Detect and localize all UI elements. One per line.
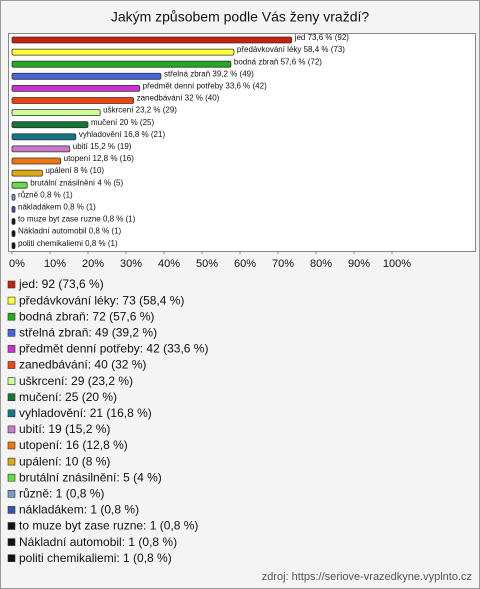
x-tick-label: 50% [196, 258, 218, 270]
bar-label: vyhladovění 16,8 % (21) [79, 130, 166, 139]
bar-label: utopení 12,8 % (16) [64, 154, 135, 163]
legend-label: nákladákem: 1 (0,8 %) [19, 503, 139, 517]
x-tick-label: 10% [44, 258, 66, 270]
legend-swatch [7, 506, 16, 514]
legend-swatch [7, 312, 16, 321]
legend-label: uškrcení: 29 (23,2 %) [19, 374, 133, 388]
legend-label: Nákladní automobil: 1 (0,8 %) [19, 535, 177, 549]
legend-label: jed: 92 (73,6 %) [18, 277, 104, 291]
x-tick-label: 70% [272, 258, 294, 270]
legend-label: předávkování léky: 73 (58,4 %) [19, 293, 184, 307]
x-tick-label: 100% [383, 258, 411, 270]
bar-label: předmět denní potřeby 33,6 % (42) [143, 82, 267, 91]
bar-label: bodná zbraň 57,6 % (72) [234, 57, 322, 66]
bar-label: předávkování léky 58,4 % (73) [237, 45, 345, 54]
legend-swatch [7, 377, 16, 385]
legend-swatch [7, 457, 16, 466]
chart-title: Jakým způsobem podle Vás ženy vraždí? [111, 9, 370, 25]
x-tick-label: 30% [120, 258, 142, 270]
bar-label: různě 0,8 % (1) [18, 190, 73, 199]
legend-swatch [7, 328, 16, 337]
legend-swatch [7, 296, 16, 305]
legend-label: bodná zbraň: 72 (57,6 %) [19, 309, 154, 323]
plot-area [8, 33, 476, 252]
bar-label: střelná zbraň 39,2 % (49) [164, 69, 254, 78]
legend-swatch [7, 409, 16, 418]
bar-label: upálení 8 % (10) [45, 166, 104, 175]
legend-label: upálení: 10 (8 %) [19, 454, 110, 468]
legend-label: ubití: 19 (15,2 %) [19, 422, 110, 436]
bar [11, 193, 16, 201]
bar-label: ubití 15,2 % (19) [73, 142, 132, 151]
bar [11, 169, 43, 177]
bar [11, 109, 101, 116]
bar [11, 36, 293, 44]
bar [11, 85, 141, 92]
bar [11, 60, 232, 68]
legend-label: zanedbávání: 40 (32 %) [19, 358, 146, 372]
x-tick-label: 60% [234, 258, 256, 270]
legend-swatch [7, 554, 16, 563]
legend-label: brutální znásilnění: 5 (4 %) [19, 470, 162, 484]
bar [11, 205, 16, 213]
bar-label: nákladákem 0,8 % (1) [18, 203, 96, 212]
bar-label: mučení 20 % (25) [91, 118, 154, 127]
legend-label: různě: 1 (0,8 %) [19, 486, 104, 500]
x-tick-label: 40% [158, 258, 180, 270]
bar [11, 97, 134, 104]
legend-swatch [7, 345, 16, 353]
x-tick-label: 0% [9, 258, 25, 270]
bar [11, 48, 235, 56]
bar-label: zanedbávání 32 % (40) [137, 94, 220, 103]
legend-label: utopení: 16 (12,8 %) [19, 438, 128, 452]
bar [11, 145, 71, 153]
legend-swatch [7, 361, 16, 369]
bar-label: uškrcení 23,2 % (29) [103, 106, 177, 115]
bar-label: politi chemikaliemi 0,8 % (1) [18, 239, 118, 248]
x-tick-label: 80% [310, 258, 332, 270]
bar [11, 181, 28, 189]
bar [11, 133, 77, 141]
legend-swatch [7, 522, 16, 530]
bar [11, 230, 16, 238]
legend-label: střelná zbraň: 49 (39,2 %) [19, 325, 157, 339]
legend-swatch [7, 538, 16, 546]
bar-label: jed 73,6 % (92) [294, 33, 350, 42]
legend-swatch [7, 280, 16, 289]
bar [11, 218, 16, 225]
x-tick-label: 90% [348, 258, 370, 270]
legend-swatch [7, 441, 16, 450]
bar-label: brutální znásilnění 4 % (5) [30, 178, 123, 187]
bar-label: Nákladní automobil 0,8 % (1) [18, 227, 122, 236]
legend-swatch [7, 425, 16, 434]
legend-label: to muze byt zase ruzne: 1 (0,8 %) [19, 519, 198, 533]
x-tick-label: 20% [82, 258, 104, 270]
legend-swatch [7, 489, 16, 498]
bar-label: to muze byt zase ruzne 0,8 % (1) [18, 215, 136, 224]
bar [11, 242, 16, 250]
bar [11, 72, 162, 80]
legend-swatch [7, 473, 16, 482]
legend-label: politi chemikaliemi: 1 (0,8 %) [19, 551, 172, 565]
bar [11, 157, 62, 165]
source: zdroj: https://seriove-vrazedkyne.vyplnt… [262, 571, 472, 583]
legend-label: předmět denní potřeby: 42 (33,6 %) [19, 342, 208, 356]
legend-label: mučení: 25 (20 %) [19, 390, 117, 404]
legend-swatch [7, 393, 16, 402]
bar [11, 121, 89, 129]
legend-label: vyhladovění: 21 (16,8 %) [19, 406, 152, 420]
